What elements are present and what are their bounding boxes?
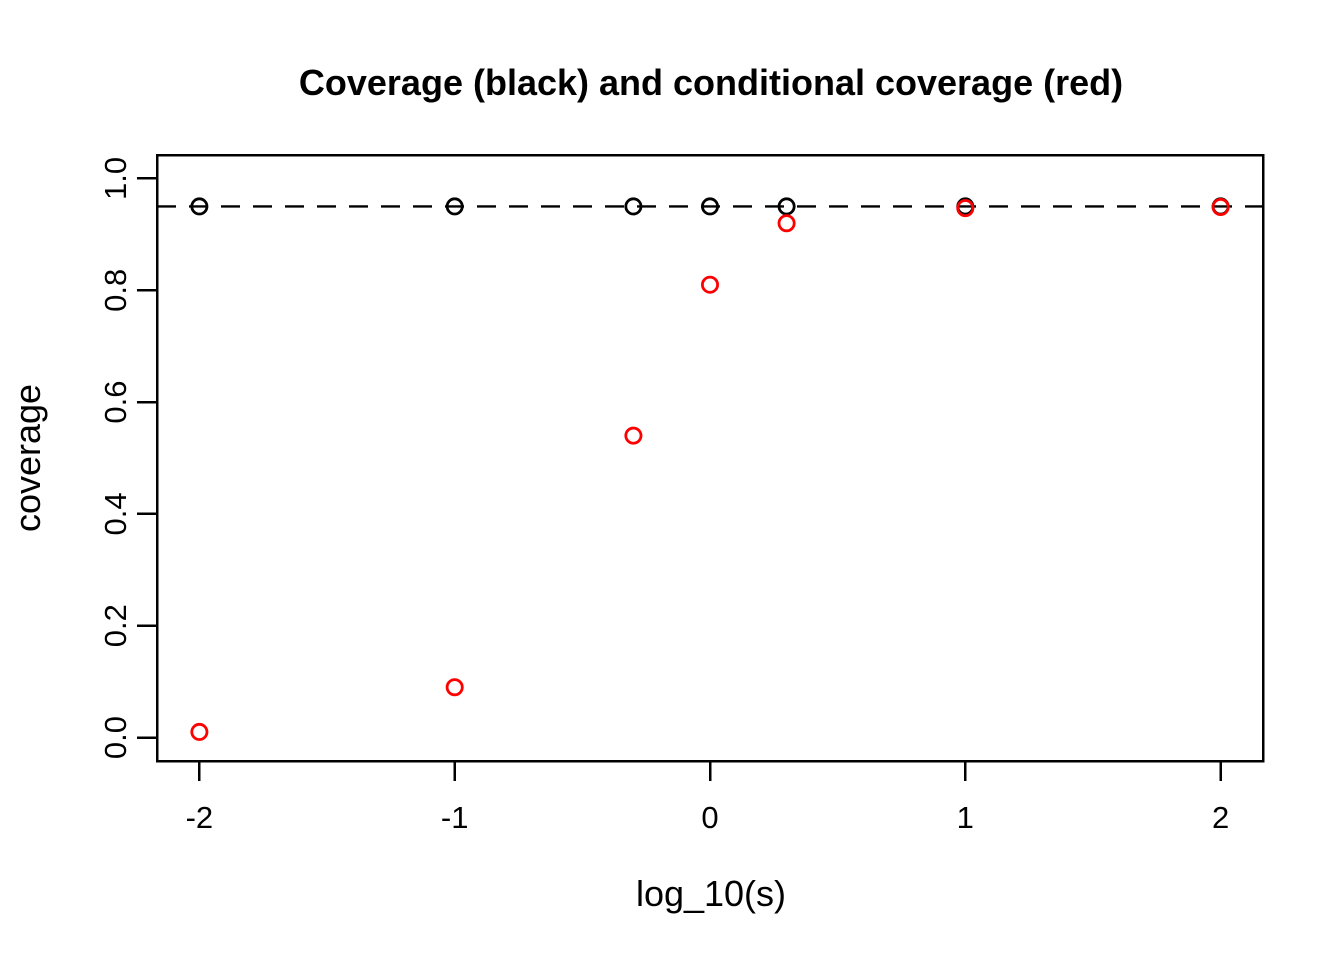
point-coverage-black bbox=[190, 197, 209, 216]
x-tick-label: -1 bbox=[441, 800, 469, 835]
y-tick-label: 0.6 bbox=[98, 381, 133, 424]
y-axis: 0.0 0.2 0.4 0.6 0.8 1.0 bbox=[98, 157, 157, 759]
x-tick-label: 0 bbox=[701, 800, 718, 835]
y-tick-label: 0.0 bbox=[98, 716, 133, 759]
y-tick-label: 0.2 bbox=[98, 604, 133, 647]
point-conditional-red bbox=[190, 722, 209, 741]
x-tick-label: 2 bbox=[1212, 800, 1229, 835]
y-tick-label: 0.4 bbox=[98, 492, 133, 535]
x-tick-label: 1 bbox=[957, 800, 974, 835]
point-coverage-black bbox=[777, 197, 796, 216]
y-tick-label: 0.8 bbox=[98, 269, 133, 312]
point-conditional-red bbox=[1211, 197, 1230, 216]
point-conditional-red bbox=[624, 426, 643, 445]
point-coverage-black bbox=[701, 197, 720, 216]
y-tick-label: 1.0 bbox=[98, 157, 133, 200]
point-conditional-red bbox=[445, 678, 464, 697]
data-points bbox=[190, 197, 1230, 741]
x-axis-label: log_10(s) bbox=[636, 873, 786, 914]
plot-border bbox=[155, 153, 1265, 763]
point-conditional-red bbox=[701, 275, 720, 294]
point-coverage-black bbox=[624, 197, 643, 216]
point-conditional-red bbox=[956, 199, 975, 218]
y-axis-label: coverage bbox=[7, 384, 48, 532]
x-tick-label: -2 bbox=[186, 800, 214, 835]
x-axis: -2 -1 0 1 2 bbox=[186, 761, 1229, 835]
point-conditional-red bbox=[777, 214, 796, 233]
chart-title: Coverage (black) and conditional coverag… bbox=[299, 62, 1123, 103]
point-coverage-black bbox=[445, 197, 464, 216]
